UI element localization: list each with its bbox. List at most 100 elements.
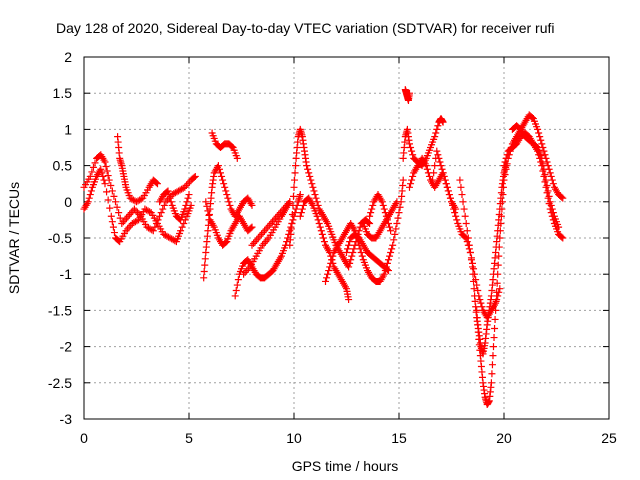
data-point bbox=[225, 198, 233, 206]
data-point bbox=[380, 270, 388, 278]
data-point bbox=[98, 169, 106, 177]
data-point bbox=[291, 176, 299, 184]
data-point bbox=[502, 154, 510, 162]
data-point bbox=[385, 267, 392, 275]
data-point bbox=[368, 205, 376, 213]
data-point bbox=[469, 270, 477, 278]
data-point bbox=[470, 277, 478, 285]
data-point bbox=[449, 201, 457, 209]
data-point bbox=[501, 171, 509, 179]
data-point bbox=[328, 256, 336, 264]
data-point bbox=[315, 220, 323, 228]
data-point bbox=[350, 245, 358, 253]
data-point bbox=[387, 227, 395, 235]
data-points bbox=[80, 86, 567, 409]
data-point bbox=[456, 176, 464, 184]
data-point bbox=[85, 194, 93, 202]
data-point bbox=[185, 191, 193, 199]
data-point bbox=[182, 201, 190, 209]
data-point bbox=[432, 129, 440, 137]
data-point bbox=[200, 267, 208, 275]
series-sat-g bbox=[202, 198, 256, 249]
data-point bbox=[288, 210, 296, 218]
data-point bbox=[383, 259, 391, 267]
data-point bbox=[385, 256, 392, 264]
data-point bbox=[492, 297, 500, 305]
data-point bbox=[99, 172, 107, 180]
data-point bbox=[383, 266, 391, 274]
data-point bbox=[322, 277, 329, 285]
data-point bbox=[499, 191, 507, 199]
series-sat-d bbox=[156, 187, 193, 224]
data-point bbox=[493, 279, 501, 287]
y-tick-label: 0 bbox=[64, 194, 72, 210]
data-point bbox=[493, 288, 501, 296]
data-point bbox=[395, 209, 403, 217]
data-point bbox=[101, 180, 109, 188]
data-point bbox=[366, 212, 374, 220]
data-point bbox=[345, 241, 353, 249]
data-point bbox=[108, 187, 116, 195]
data-point bbox=[452, 212, 460, 220]
data-point bbox=[159, 205, 167, 213]
data-point bbox=[101, 158, 109, 166]
data-point bbox=[500, 162, 508, 170]
data-point bbox=[178, 223, 186, 231]
data-point bbox=[558, 233, 566, 241]
data-point bbox=[546, 198, 554, 206]
data-point bbox=[409, 151, 417, 159]
data-point bbox=[433, 125, 441, 133]
data-point bbox=[167, 198, 175, 206]
data-point bbox=[133, 217, 141, 225]
data-point bbox=[458, 191, 466, 199]
data-point bbox=[310, 187, 318, 195]
data-point bbox=[436, 158, 444, 166]
data-point bbox=[102, 163, 110, 171]
data-point bbox=[496, 227, 504, 235]
grid-lines bbox=[84, 57, 609, 419]
data-point bbox=[547, 172, 555, 180]
data-point bbox=[215, 165, 223, 173]
data-point bbox=[540, 165, 548, 173]
data-point bbox=[110, 229, 118, 237]
data-point bbox=[407, 180, 415, 188]
data-point bbox=[151, 223, 159, 231]
data-point bbox=[442, 180, 450, 188]
data-point bbox=[437, 162, 445, 170]
data-point bbox=[490, 343, 497, 351]
data-point bbox=[433, 147, 441, 155]
data-point bbox=[378, 198, 386, 206]
data-point bbox=[548, 205, 556, 213]
data-point bbox=[157, 209, 165, 217]
data-point bbox=[109, 223, 117, 231]
series-sat-f bbox=[208, 129, 241, 162]
data-point bbox=[318, 230, 326, 238]
data-point bbox=[204, 207, 212, 215]
data-point bbox=[445, 191, 453, 199]
data-point bbox=[473, 314, 481, 322]
data-point bbox=[422, 162, 430, 170]
data-point bbox=[501, 158, 509, 166]
data-point bbox=[490, 334, 498, 342]
data-point bbox=[104, 196, 112, 204]
data-point bbox=[180, 220, 188, 228]
data-point bbox=[304, 165, 312, 173]
data-point bbox=[440, 172, 448, 180]
data-point bbox=[535, 129, 543, 137]
data-point bbox=[248, 223, 256, 231]
data-point bbox=[346, 259, 354, 267]
data-point bbox=[494, 292, 502, 300]
data-point bbox=[309, 183, 317, 191]
data-point bbox=[542, 176, 550, 184]
data-point bbox=[106, 204, 114, 212]
y-tick-label: -2.5 bbox=[48, 375, 72, 391]
data-point bbox=[166, 194, 174, 202]
data-point bbox=[347, 256, 355, 264]
data-point bbox=[312, 194, 320, 202]
data-point bbox=[379, 201, 387, 209]
data-point bbox=[390, 236, 398, 244]
data-point bbox=[365, 219, 373, 227]
data-point bbox=[495, 243, 503, 251]
data-point bbox=[103, 167, 111, 175]
data-point bbox=[543, 158, 551, 166]
